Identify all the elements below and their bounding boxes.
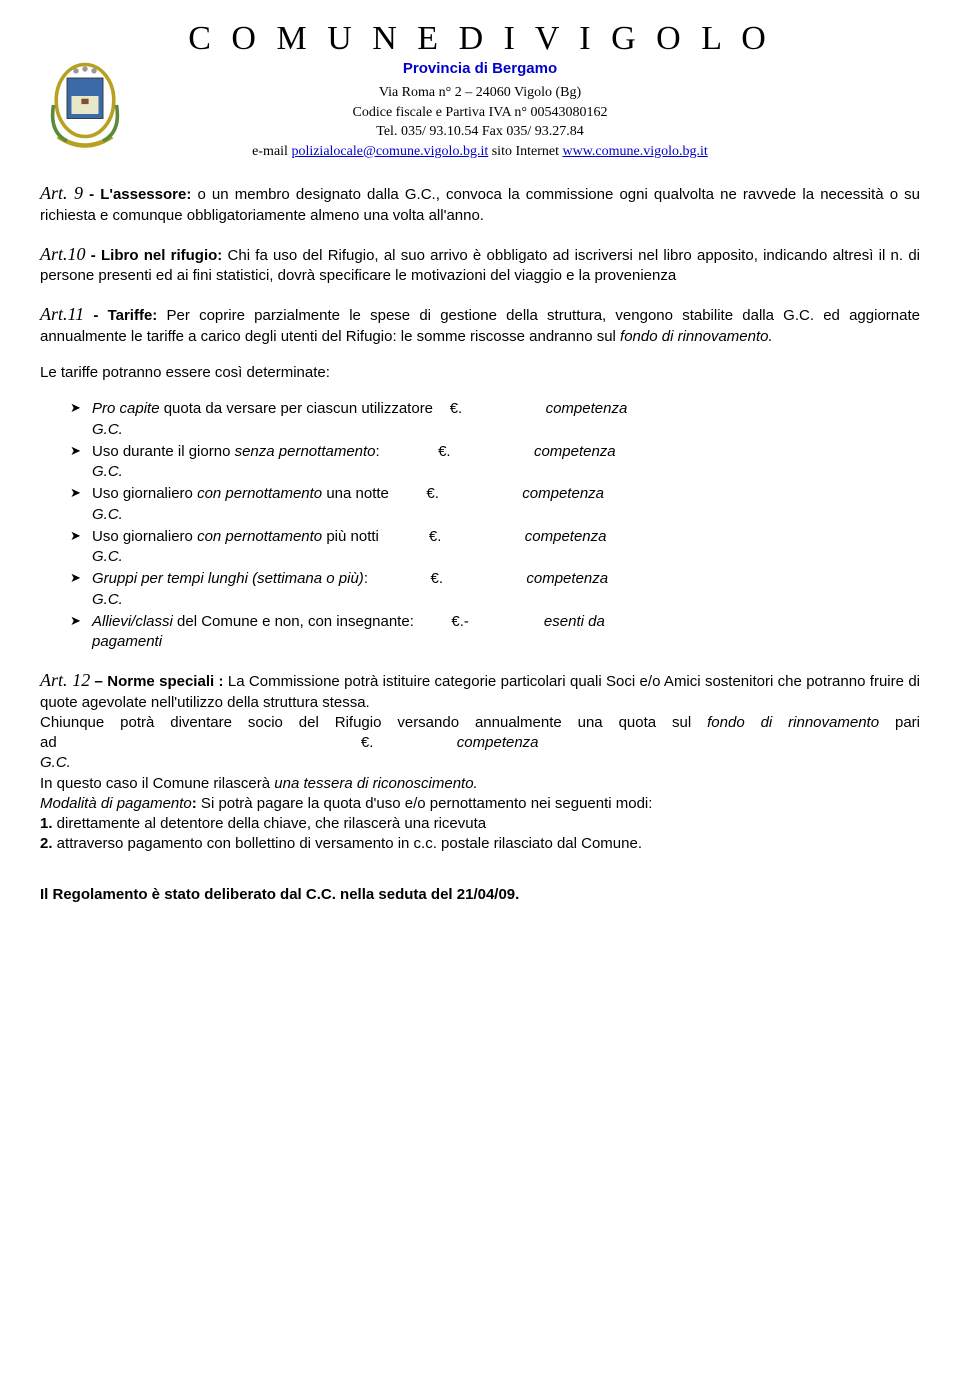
tariff-list: Pro capite quota da versare per ciascun … <box>40 399 920 652</box>
art10-label: Art.10 <box>40 244 86 264</box>
tariff-5-pre: Gruppi per tempi lunghi (settimana o più… <box>92 570 364 587</box>
tariff-6-pre: Allievi/classi <box>92 613 173 630</box>
tariff-3-eur: €. <box>426 485 439 502</box>
footer-resolution: Il Regolamento è stato deliberato dal C.… <box>40 885 920 905</box>
art11-label: Art.11 <box>40 304 84 324</box>
art12-text3-it: una tessera di riconoscimento. <box>274 775 477 792</box>
tariff-1-comp: competenza <box>546 400 628 417</box>
tariff-5-eur: €. <box>431 570 444 587</box>
tariff-2-gc: G.C. <box>92 463 123 480</box>
tariff-3-mid: Uso giornaliero <box>92 485 197 502</box>
tariff-3-gc: G.C. <box>92 506 123 523</box>
email-link[interactable]: polizialocale@comune.vigolo.bg.it <box>291 144 488 159</box>
tariff-item-3: Uso giornaliero con pernottamento una no… <box>70 484 920 525</box>
art9-label: Art. 9 <box>40 183 83 203</box>
tariff-2-post: : <box>376 443 380 460</box>
document-body: Art. 9 - L'assessore: o un membro design… <box>40 181 920 904</box>
address-line-2: Codice fiscale e Partiva IVA n° 00543080… <box>40 103 920 123</box>
tariff-3-post: una notte <box>322 485 389 502</box>
tariff-4-post: più notti <box>322 528 379 545</box>
article-12: Art. 12 – Norme speciali : La Commission… <box>40 668 920 854</box>
document-page: C O M U N E D I V I G O L O Provincia di… <box>0 0 960 945</box>
art12-text2-eur: €. <box>361 734 374 751</box>
site-link[interactable]: www.comune.vigolo.bg.it <box>563 144 708 159</box>
tariff-1-gc: G.C. <box>92 421 123 438</box>
tariff-1-mid: quota da versare per ciascun utilizzator… <box>160 400 433 417</box>
art12-mode1-num: 1. <box>40 815 53 832</box>
tariff-item-1: Pro capite quota da versare per ciascun … <box>70 399 920 440</box>
email-site-line: e-mail polizialocale@comune.vigolo.bg.it… <box>40 142 920 162</box>
tariff-4-gc: G.C. <box>92 548 123 565</box>
tariff-4-mid: Uso giornaliero <box>92 528 197 545</box>
municipality-title: C O M U N E D I V I G O L O <box>40 20 920 58</box>
municipal-emblem <box>40 50 130 160</box>
tariff-item-6: Allievi/classi del Comune e non, con ins… <box>70 612 920 653</box>
tariff-1-pre: Pro capite <box>92 400 160 417</box>
art12-text2-gc: G.C. <box>40 754 71 771</box>
province-subtitle: Provincia di Bergamo <box>40 60 920 77</box>
article-10: Art.10 - Libro nel rifugio: Chi fa uso d… <box>40 242 920 287</box>
art12-text2-it: fondo di rinnovamento <box>707 714 879 731</box>
tariff-item-4: Uso giornaliero con pernottamento più no… <box>70 527 920 568</box>
art12-text4-it: Modalità di pagamento <box>40 795 192 812</box>
tariff-item-2: Uso durante il giorno senza pernottament… <box>70 442 920 483</box>
site-label: sito Internet <box>488 144 562 159</box>
tariff-6-gc: pagamenti <box>92 633 162 650</box>
tariff-4-comp: competenza <box>525 528 607 545</box>
art11-text1-italic: fondo di rinnovamento. <box>620 328 773 345</box>
art11-title: - Tariffe: <box>84 307 157 324</box>
tariff-4-midit: con pernottamento <box>197 528 322 545</box>
tariff-1-eur: €. <box>450 400 463 417</box>
art12-text2-comp: competenza <box>457 734 539 751</box>
art12-mode1: direttamente al detentore della chiave, … <box>53 815 487 832</box>
tariff-3-comp: competenza <box>522 485 604 502</box>
tariff-6-comp: esenti da <box>544 613 605 630</box>
art12-text4b: Si potrà pagare la quota d'uso e/o perno… <box>197 795 653 812</box>
art9-title: - L'assessore: <box>83 186 191 203</box>
tariff-item-5: Gruppi per tempi lunghi (settimana o più… <box>70 569 920 610</box>
article-11: Art.11 - Tariffe: Per coprire parzialmen… <box>40 302 920 347</box>
article-9: Art. 9 - L'assessore: o un membro design… <box>40 181 920 226</box>
tariff-4-eur: €. <box>429 528 442 545</box>
art12-text3a: In questo caso il Comune rilascerà <box>40 775 274 792</box>
art12-text2a: Chiunque potrà diventare socio del Rifug… <box>40 714 707 731</box>
email-label: e-mail <box>252 144 291 159</box>
tariff-5-gc: G.C. <box>92 591 123 608</box>
tariff-2-eur: €. <box>438 443 451 460</box>
art10-title: - Libro nel rifugio: <box>86 247 223 264</box>
tariff-2-mid: Uso durante il giorno <box>92 443 235 460</box>
art12-title: – Norme speciali : <box>90 673 223 690</box>
letterhead: C O M U N E D I V I G O L O Provincia di… <box>40 20 920 161</box>
tariff-5-post: : <box>364 570 368 587</box>
tariff-2-midit: senza pernottamento <box>235 443 376 460</box>
art12-label: Art. 12 <box>40 670 90 690</box>
tariff-2-comp: competenza <box>534 443 616 460</box>
art12-mode2-num: 2. <box>40 835 53 852</box>
tariff-intro: Le tariffe potranno essere così determin… <box>40 363 920 383</box>
tariff-3-midit: con pernottamento <box>197 485 322 502</box>
tariff-6-mid: del Comune e non, con insegnante: <box>173 613 414 630</box>
address-line-1: Via Roma n° 2 – 24060 Vigolo (Bg) <box>40 83 920 103</box>
tariff-6-eur: €.- <box>451 613 469 630</box>
tariff-5-comp: competenza <box>526 570 608 587</box>
art12-mode2: attraverso pagamento con bollettino di v… <box>53 835 642 852</box>
phone-line: Tel. 035/ 93.10.54 Fax 035/ 93.27.84 <box>40 122 920 142</box>
art11-text1: Per coprire parzialmente le spese di ges… <box>40 307 920 344</box>
